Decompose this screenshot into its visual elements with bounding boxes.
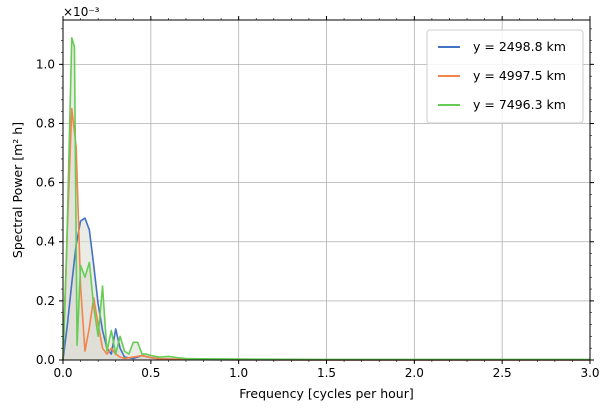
x-tick-label: 1.5 (317, 366, 336, 380)
legend: y = 2498.8 km y = 4997.5 km y = 7496.3 km (426, 29, 584, 124)
series-fills (63, 37, 590, 361)
y-tick-label: 0.6 (36, 176, 55, 190)
legend-box (426, 29, 584, 124)
legend-label-1: y = 2498.8 km (473, 39, 566, 54)
y-axis-label: Spectral Power [m² h] (10, 122, 25, 258)
legend-label-3: y = 7496.3 km (473, 97, 566, 112)
y-tick-label: 0.2 (36, 294, 55, 308)
y-tick-label: 0.8 (36, 116, 55, 130)
x-tick-label: 3.0 (580, 366, 599, 380)
x-tick-label: 2.0 (405, 366, 424, 380)
x-tick-label: 0.5 (141, 366, 160, 380)
y-tick-label: 0.4 (36, 235, 55, 249)
x-tick-label: 2.5 (493, 366, 512, 380)
x-tick-labels: 0.0 0.5 1.0 1.5 2.0 2.5 3.0 (53, 366, 599, 380)
y-tick-label: 1.0 (36, 57, 55, 71)
x-tick-label: 0.0 (53, 366, 72, 380)
y-tick-labels: 0.0 0.2 0.4 0.6 0.8 1.0 (36, 57, 55, 367)
x-axis-label: Frequency [cycles per hour] (239, 386, 413, 401)
series-line-3 (62, 36, 590, 361)
y-scale-label: ×10⁻³ (63, 5, 100, 19)
y-tick-label: 0.0 (36, 353, 55, 367)
x-tick-label: 1.0 (229, 366, 248, 380)
series-fill-1 (63, 218, 590, 360)
axis-ticks (59, 16, 594, 364)
legend-label-2: y = 4997.5 km (473, 68, 566, 83)
